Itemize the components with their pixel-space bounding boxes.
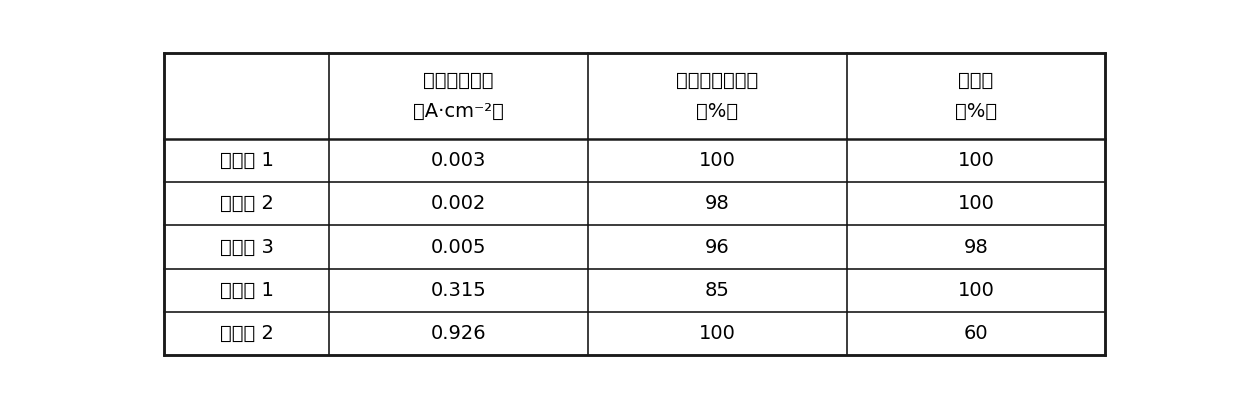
Text: 0.926: 0.926	[431, 324, 487, 343]
Text: 98: 98	[705, 194, 730, 213]
Text: 100: 100	[958, 281, 995, 300]
Text: 熔渣涂层覆盖率: 熔渣涂层覆盖率	[676, 71, 758, 90]
Text: 对比例 1: 对比例 1	[219, 281, 274, 300]
Text: 实施例 1: 实施例 1	[219, 151, 274, 170]
Text: 100: 100	[699, 324, 736, 343]
Text: 粘渣率: 粘渣率	[959, 71, 994, 90]
Text: 0.315: 0.315	[431, 281, 487, 300]
Text: 0.003: 0.003	[431, 151, 486, 170]
Text: 60: 60	[964, 324, 989, 343]
Text: 85: 85	[705, 281, 730, 300]
Text: 腐蚀电流密度: 腐蚀电流密度	[424, 71, 494, 90]
Text: 0.002: 0.002	[431, 194, 486, 213]
Text: （A·cm⁻²）: （A·cm⁻²）	[413, 102, 504, 121]
Text: 实施例 2: 实施例 2	[219, 194, 274, 213]
Text: 100: 100	[958, 151, 995, 170]
Text: 100: 100	[958, 194, 995, 213]
Text: 96: 96	[705, 238, 730, 257]
Text: 对比例 2: 对比例 2	[219, 324, 274, 343]
Text: （%）: （%）	[696, 102, 738, 121]
Text: 100: 100	[699, 151, 736, 170]
Text: （%）: （%）	[955, 102, 997, 121]
Text: 实施例 3: 实施例 3	[219, 238, 274, 257]
Text: 0.005: 0.005	[431, 238, 486, 257]
Text: 98: 98	[964, 238, 989, 257]
